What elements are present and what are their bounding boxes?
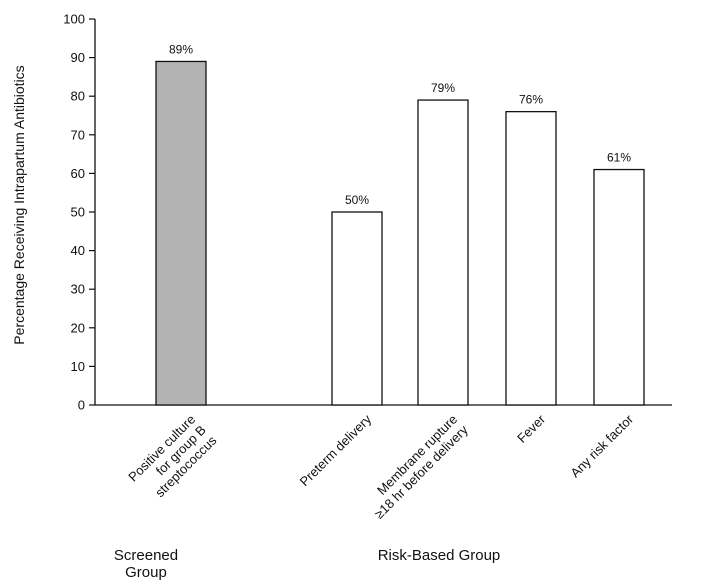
bar: [331, 211, 383, 406]
y-tick-label: 80: [71, 89, 85, 104]
bar: [417, 99, 469, 406]
category-label: Membrane rupture≥18 hr before delivery: [371, 412, 471, 522]
y-axis-label: Percentage Receiving Intrapartum Antibio…: [11, 65, 27, 344]
category-label-line: ≥18 hr before delivery: [371, 422, 471, 522]
y-tick-label: 30: [71, 282, 85, 297]
category-label: Fever: [514, 411, 549, 446]
data-label: 89%: [169, 42, 193, 56]
y-tick-label: 10: [71, 359, 85, 374]
category-label: Any risk factor: [567, 411, 636, 480]
category-label-line: Fever: [514, 411, 549, 446]
bar: [505, 110, 557, 406]
y-tick-label: 70: [71, 127, 85, 142]
category-label-line: Preterm delivery: [297, 411, 375, 489]
data-label: 50%: [345, 193, 369, 207]
bars: [155, 60, 645, 406]
y-tick-label: 20: [71, 320, 85, 335]
y-tick-label: 90: [71, 50, 85, 65]
group-label: Group: [125, 564, 167, 581]
y-tick-label: 60: [71, 166, 85, 181]
group-label: Screened: [114, 547, 178, 564]
category-label: Preterm delivery: [297, 411, 375, 489]
y-tick-label: 50: [71, 205, 85, 220]
data-label: 76%: [519, 93, 543, 107]
data-label: 61%: [607, 151, 631, 165]
bar: [155, 60, 207, 406]
group-label: Risk-Based Group: [378, 547, 501, 564]
bar: [593, 168, 645, 406]
y-tick-label: 100: [63, 12, 85, 27]
y-tick-label: 40: [71, 243, 85, 258]
category-label-line: Any risk factor: [567, 411, 636, 480]
y-tick-label: 0: [78, 398, 85, 413]
data-label: 79%: [431, 81, 455, 95]
